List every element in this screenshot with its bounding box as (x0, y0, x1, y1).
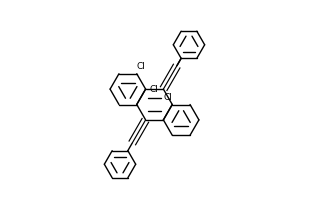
Text: Cl: Cl (137, 62, 145, 71)
Text: Cl: Cl (150, 85, 159, 94)
Text: Cl: Cl (164, 93, 172, 102)
